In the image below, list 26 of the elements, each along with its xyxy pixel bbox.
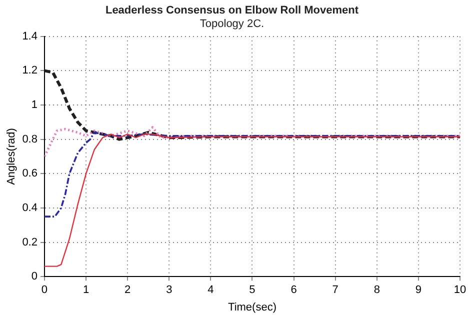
y-tick-label: 1.2	[22, 64, 38, 77]
y-tick-label: 0.6	[22, 168, 38, 180]
y-tick-label: 0.8	[22, 133, 38, 146]
y-tick-label: 1.4	[22, 30, 38, 42]
x-tick-label: 5	[249, 284, 256, 296]
y-tick-label: 0	[31, 270, 38, 283]
y-tick-label: 1	[31, 99, 38, 112]
x-tick-label: 9	[415, 284, 422, 296]
line-series	[44, 132, 460, 218]
line-series	[44, 69, 460, 141]
x-tick-label: 4	[208, 284, 214, 296]
line-series	[44, 126, 460, 158]
x-tick-label: 0	[41, 284, 48, 296]
y-tick-label: 0.2	[22, 236, 38, 248]
x-tick-label: 8	[374, 284, 380, 296]
y-tick-label: 0.4	[22, 202, 38, 214]
x-tick-label: 7	[332, 284, 338, 296]
x-tick-label: 1	[82, 284, 90, 296]
chart-title: Leaderless Consensus on Elbow Roll Movement	[105, 4, 359, 17]
x-tick-label: 3	[166, 284, 172, 296]
x-tick-label: 6	[290, 284, 297, 296]
chart-subtitle: Topology 2C.	[200, 18, 264, 30]
x-axis-title: Time(sec)	[228, 301, 276, 314]
x-tick-label: 10	[454, 284, 466, 296]
y-axis-title: Angles(rad)	[6, 128, 18, 185]
x-tick-label: 2	[124, 284, 131, 296]
